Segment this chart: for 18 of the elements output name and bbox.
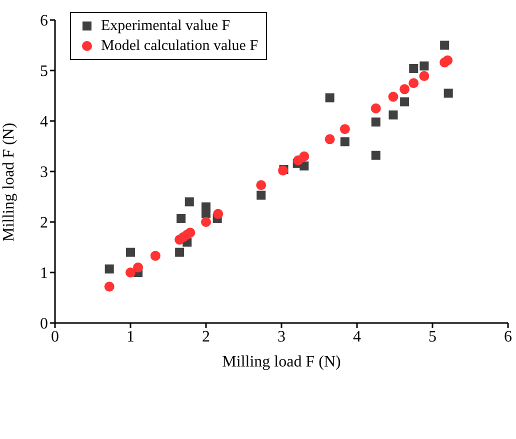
legend-label: Model calculation value F <box>101 37 258 56</box>
y-tick-label: 0 <box>40 316 48 333</box>
x-axis-title: Milling load F (N) <box>222 353 341 370</box>
y-tick-label: 5 <box>40 63 48 80</box>
y-tick-label: 1 <box>40 265 48 282</box>
y-tick-label: 2 <box>40 214 48 232</box>
legend-label: Experimental value F <box>101 17 230 36</box>
x-tick-label: 4 <box>353 328 361 346</box>
x-tick-label: 6 <box>504 328 512 346</box>
x-tick-label: 0 <box>51 328 59 346</box>
y-tick-label: 3 <box>40 164 48 182</box>
x-tick-label: 1 <box>126 328 134 346</box>
x-tick-label: 5 <box>428 328 436 346</box>
y-tick-label: 4 <box>40 114 48 131</box>
y-tick-label: 6 <box>40 12 48 30</box>
x-tick-label: 3 <box>278 328 286 346</box>
x-tick-label: 2 <box>202 328 210 346</box>
y-axis-title: Milling load F (N) <box>0 122 18 242</box>
